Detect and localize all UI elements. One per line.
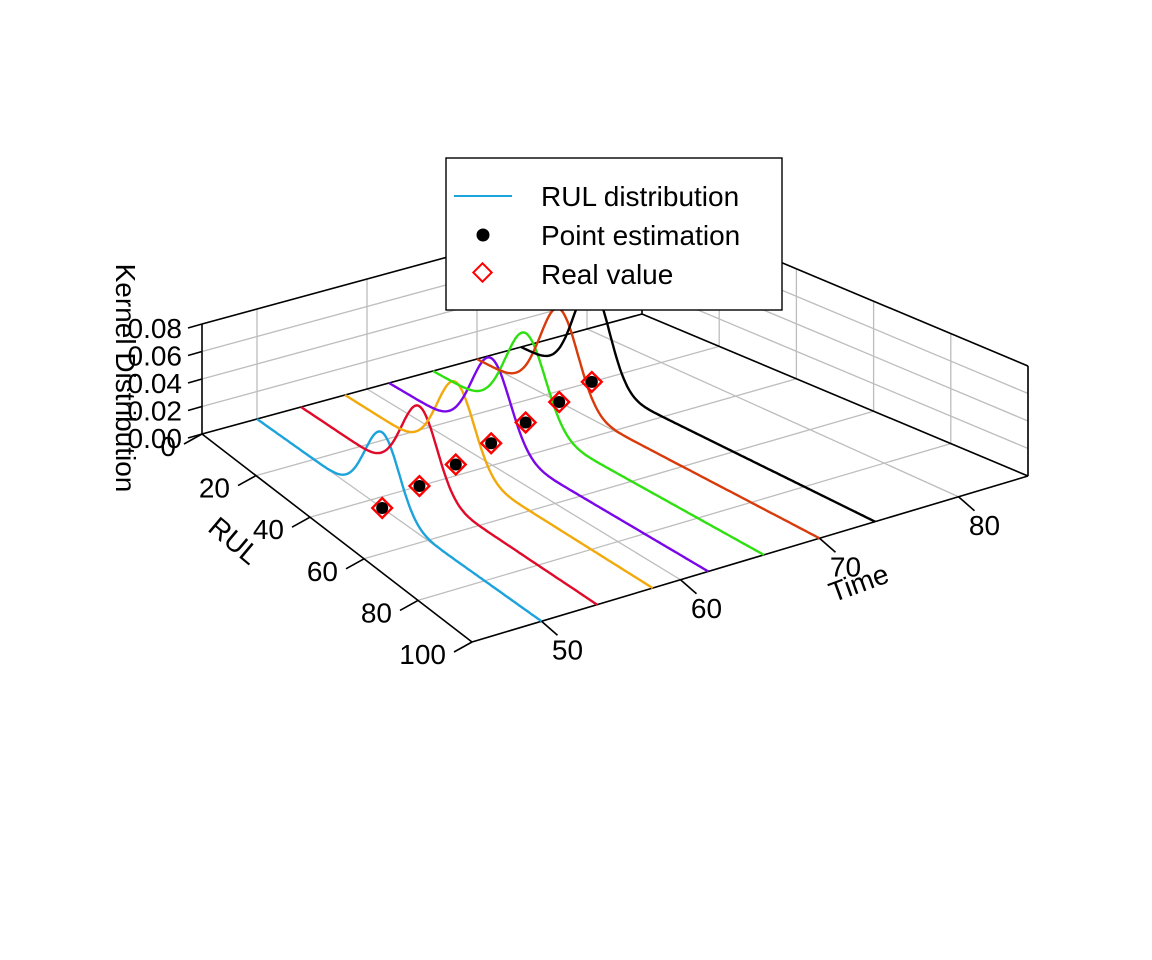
real-value-marker	[547, 390, 571, 414]
gridline-floor-time	[586, 328, 959, 498]
rul-distribution-curve	[432, 331, 765, 556]
y-tick-label: 80	[361, 597, 392, 628]
plot-box-edge	[641, 313, 1029, 477]
z-tick-label: 0.06	[128, 341, 183, 372]
x-tick-mark	[818, 537, 837, 553]
gridline-floor-rul	[363, 410, 874, 560]
real-value-marker	[370, 496, 394, 520]
x-tick-mark	[540, 620, 559, 636]
x-tick-mark	[679, 579, 698, 595]
gridline-side-horizontal	[641, 285, 1029, 450]
y-tick-mark	[345, 558, 365, 570]
y-tick-mark	[399, 599, 419, 612]
real-value-marker	[444, 452, 468, 477]
y-tick-label: 100	[399, 639, 446, 670]
plot-box-edge	[201, 433, 473, 643]
rul-distribution-curve	[256, 418, 543, 623]
legend-dot-swatch	[476, 228, 490, 242]
y-tick-label: 60	[307, 556, 338, 587]
rul-distribution-curve	[300, 404, 598, 606]
legend-label-rul-distribution: RUL distribution	[541, 181, 739, 212]
real-value-marker	[407, 474, 432, 498]
y-tick-label: 40	[253, 514, 284, 545]
z-axis-title: Kernel Distribution	[110, 264, 141, 493]
rul-distribution-curve	[476, 306, 821, 540]
plot-box-edge	[471, 475, 1029, 643]
real-value-marker	[479, 431, 503, 455]
series-layer	[256, 284, 876, 623]
x-tick-label: 50	[552, 634, 583, 665]
x-tick-label: 70	[830, 551, 861, 582]
z-tick-mark	[187, 433, 203, 439]
gridline-floor-rul	[417, 442, 951, 602]
rul-distribution-curve	[388, 356, 709, 573]
point-estimate-marker	[413, 480, 426, 493]
y-tick-mark	[291, 516, 311, 528]
z-tick-label: 0.02	[128, 396, 183, 427]
point-estimate-marker	[449, 458, 462, 471]
legend-box	[445, 157, 783, 311]
point-estimate-marker	[585, 375, 598, 388]
gridline-floor-rul	[309, 378, 797, 518]
point-estimate-marker	[553, 396, 566, 409]
real-value-marker	[514, 410, 538, 435]
legend-diamond-swatch	[471, 261, 494, 284]
rul-distribution-curve	[520, 284, 876, 523]
gridline-floor-rul	[255, 345, 720, 477]
legend-label-real-value: Real value	[541, 259, 673, 290]
gridline-floor-time	[366, 388, 681, 581]
z-tick-mark	[187, 350, 203, 357]
y-tick-mark	[237, 474, 257, 487]
z-tick-label: 0.08	[128, 313, 183, 344]
z-tick-mark	[187, 323, 203, 329]
z-tick-mark	[187, 378, 203, 384]
legend: RUL distribution Point estimation Real v…	[445, 157, 783, 311]
z-tick-mark	[187, 405, 203, 412]
y-tick-label: 0	[160, 431, 176, 462]
y-tick-mark	[453, 641, 473, 653]
rul-distribution-curve	[344, 379, 654, 590]
z-tick-label: 0.04	[128, 368, 183, 399]
legend-label-point-estimation: Point estimation	[541, 220, 740, 251]
y-tick-label: 20	[199, 473, 230, 504]
real-value-marker	[580, 370, 604, 394]
marker-layer	[370, 370, 604, 520]
z-tick-label: 0.00	[128, 423, 183, 454]
point-estimate-marker	[376, 501, 389, 514]
x-tick-mark	[957, 496, 976, 512]
plot-box-edge	[201, 313, 643, 435]
x-tick-label: 80	[969, 510, 1000, 541]
point-estimate-marker	[485, 437, 498, 450]
point-estimate-marker	[519, 416, 532, 429]
x-tick-label: 60	[691, 593, 722, 624]
